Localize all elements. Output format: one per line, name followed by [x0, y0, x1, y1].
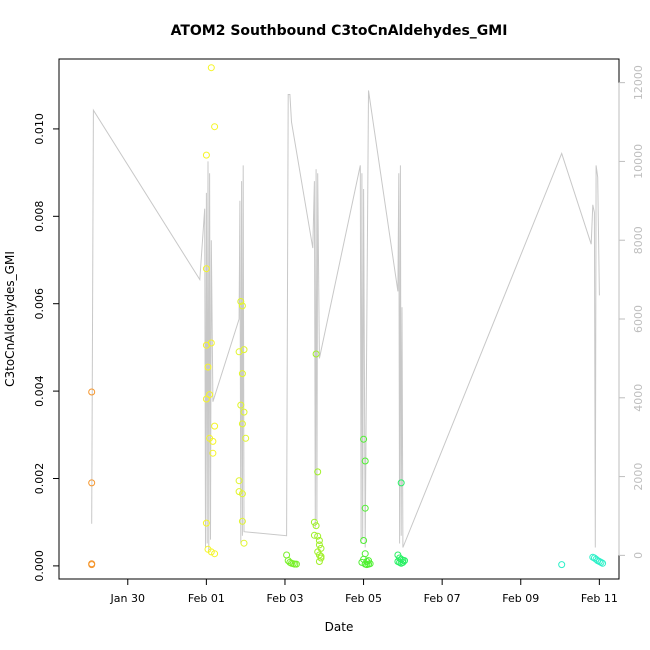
data-point	[315, 537, 323, 544]
right-y-axis: 0 2000 4000 6000 8000 10000 12000	[618, 65, 645, 559]
data-point	[88, 388, 96, 396]
data-point	[315, 541, 323, 549]
data-point	[360, 435, 368, 443]
data-point	[361, 504, 369, 512]
chart-title: ATOM2 Southbound C3toCnAldehydes_GMI	[171, 23, 508, 39]
data-point	[397, 479, 405, 487]
data-point	[211, 422, 219, 430]
x-tick-label: Feb 03	[266, 592, 303, 605]
data-point	[240, 408, 248, 416]
x-tick-label: Feb 09	[502, 592, 539, 605]
x-tick-label: Feb 11	[581, 592, 618, 605]
data-point	[209, 449, 217, 457]
right-y-tick-label: 8000	[632, 226, 645, 254]
data-point	[88, 561, 96, 569]
data-point	[312, 350, 320, 358]
scatter-points	[88, 64, 607, 569]
data-point	[207, 548, 215, 556]
y-tick-label: 0.002	[33, 463, 46, 495]
y-tick-label: 0.000	[33, 550, 46, 582]
x-tick-label: Jan 30	[110, 592, 145, 605]
x-tick-label: Feb 01	[188, 592, 225, 605]
data-point	[235, 477, 243, 485]
x-axis-label: Date	[325, 620, 354, 634]
data-point	[237, 298, 245, 305]
data-point	[558, 561, 566, 569]
data-point	[204, 363, 212, 371]
data-point	[360, 537, 368, 544]
right-y-tick-label: 6000	[632, 305, 645, 333]
data-point	[361, 550, 369, 558]
data-point	[202, 341, 210, 349]
data-point	[240, 539, 248, 547]
y-axis: 0.000 0.002 0.004 0.006 0.008 0.010	[33, 113, 59, 582]
right-y-tick-label: 10000	[632, 144, 645, 179]
right-series-line	[91, 90, 600, 552]
data-point	[599, 559, 607, 567]
data-point	[399, 558, 407, 566]
data-point	[238, 490, 246, 498]
data-point	[237, 401, 245, 409]
right-y-tick-label: 4000	[632, 384, 645, 412]
data-point	[310, 531, 318, 539]
x-axis: Jan 30 Feb 01 Feb 03 Feb 05 Feb 07 Feb 09 Feb …	[110, 579, 618, 605]
data-point	[238, 302, 246, 310]
y-axis-label: C3toCnAldehydes_GMI	[3, 251, 17, 387]
data-point	[310, 518, 318, 526]
data-point	[207, 64, 215, 72]
right-y-tick-label: 12000	[632, 65, 645, 100]
data-point	[202, 265, 210, 273]
data-point	[366, 560, 374, 568]
data-point	[211, 550, 219, 558]
data-point	[238, 420, 246, 428]
plot-frame	[58, 58, 620, 580]
data-point	[283, 551, 291, 559]
y-tick-label: 0.010	[33, 113, 46, 145]
data-point	[242, 434, 250, 442]
data-point	[314, 468, 322, 476]
data-point	[240, 346, 248, 354]
data-point	[314, 532, 322, 540]
data-point	[317, 544, 325, 552]
x-tick-label: Feb 07	[424, 592, 461, 605]
right-axis-series	[91, 90, 600, 552]
data-point	[317, 552, 325, 560]
y-tick-label: 0.006	[33, 288, 46, 320]
y-tick-label: 0.008	[33, 201, 46, 233]
data-point	[209, 437, 217, 445]
data-point	[202, 395, 210, 403]
y-tick-label: 0.004	[33, 375, 46, 407]
data-point	[312, 522, 320, 530]
data-point	[361, 457, 369, 465]
right-y-tick-label: 0	[632, 552, 645, 559]
data-point	[202, 151, 210, 159]
right-y-tick-label: 2000	[632, 463, 645, 491]
data-point	[202, 519, 210, 527]
data-point	[238, 370, 246, 378]
data-point	[211, 123, 219, 131]
data-point	[88, 479, 96, 487]
x-tick-label: Feb 05	[345, 592, 382, 605]
data-point	[238, 517, 246, 525]
data-point	[292, 560, 300, 568]
